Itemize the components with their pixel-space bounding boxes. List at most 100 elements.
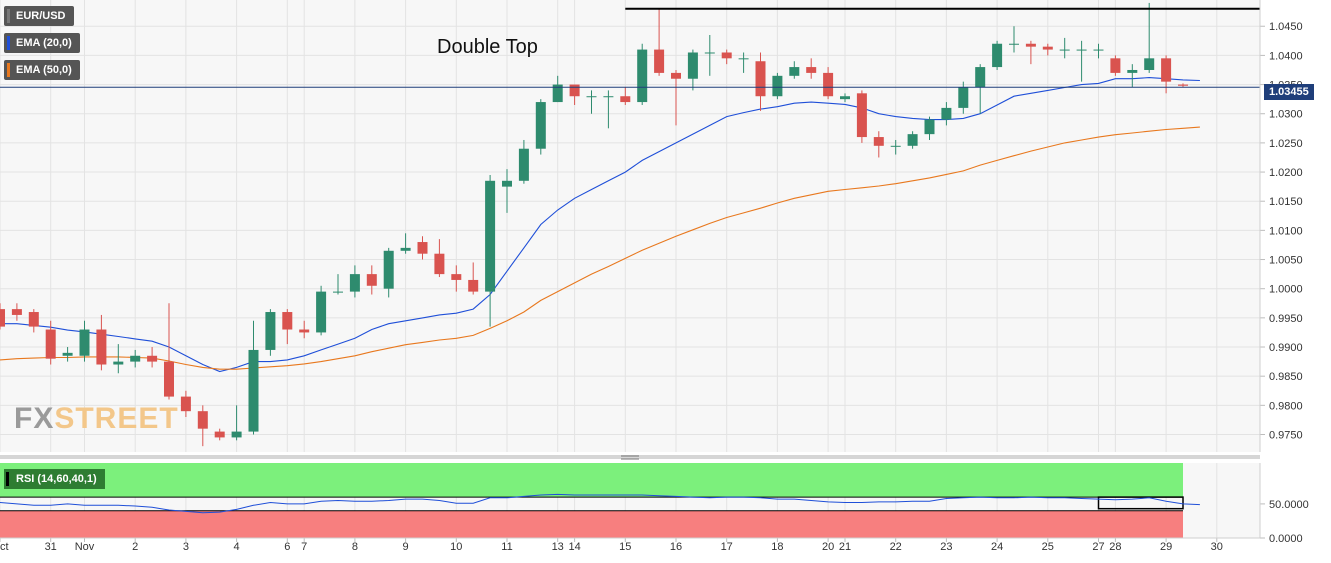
- watermark-fx: FX: [14, 402, 55, 435]
- price-tick-label: 0.9850: [1269, 371, 1303, 383]
- candle-body: [265, 312, 276, 350]
- rsi-line: [0, 493, 1200, 514]
- legend-ema50[interactable]: EMA (50,0): [4, 60, 80, 80]
- ema50-label: EMA (50,0): [16, 64, 72, 76]
- candle-body: [1025, 43, 1036, 47]
- rsi-legend-tag[interactable]: RSI (14,60,40,1): [4, 469, 105, 489]
- candle: [1076, 40, 1087, 82]
- candle: [687, 49, 698, 91]
- candle-body: [518, 148, 529, 181]
- candle-body: [1161, 58, 1172, 82]
- candle: [197, 405, 208, 447]
- time-tick-label: 21: [839, 541, 851, 553]
- candle: [907, 131, 918, 149]
- candle-body: [1110, 58, 1121, 73]
- candle-body: [569, 84, 580, 97]
- candle-body: [873, 137, 884, 146]
- candle: [485, 174, 496, 327]
- candle-body: [907, 134, 918, 146]
- instrument-label: EUR/USD: [16, 10, 66, 22]
- time-tick-label: 14: [568, 541, 580, 553]
- candle-body: [417, 242, 428, 254]
- ema50-line: [0, 126, 1200, 370]
- candle: [535, 99, 546, 155]
- candle: [96, 314, 107, 371]
- candle-body: [772, 75, 783, 97]
- candle-body: [1127, 69, 1138, 73]
- candle: [451, 265, 462, 292]
- candle-body: [248, 349, 259, 432]
- candle: [299, 320, 310, 339]
- candle-body: [349, 274, 360, 292]
- candle-body: [62, 352, 73, 356]
- double-top-annotation: Double Top: [437, 36, 538, 58]
- candle-body: [316, 291, 327, 333]
- candle: [671, 69, 681, 126]
- candle: [383, 247, 394, 298]
- price-tick-label: 1.0400: [1269, 50, 1303, 62]
- candle-body: [704, 52, 715, 54]
- rsi-layer: [0, 463, 1200, 538]
- time-tick-label: 18: [771, 541, 783, 553]
- legend-ema20[interactable]: EMA (20,0): [4, 33, 80, 53]
- candle-body: [654, 49, 665, 73]
- time-tick-label: 17: [721, 541, 733, 553]
- candle-body: [113, 361, 124, 365]
- ema50-swatch: [7, 63, 10, 77]
- time-tick-label: 28: [1109, 541, 1121, 553]
- candle: [349, 265, 360, 298]
- candle-body: [333, 291, 343, 293]
- time-tick-label: 11: [501, 541, 512, 553]
- candle-body: [451, 274, 462, 280]
- candle: [1093, 43, 1104, 59]
- fxstreet-watermark: FXSTREET: [14, 402, 179, 436]
- time-tick-label: 4: [234, 541, 240, 553]
- candle-body: [586, 96, 597, 98]
- rsi-oversold-zone: [0, 510, 1183, 538]
- time-tick-label: 20: [822, 541, 834, 553]
- instrument-tag[interactable]: EUR/USD: [4, 6, 74, 26]
- candle: [620, 87, 631, 105]
- candle: [79, 320, 90, 362]
- candle: [265, 309, 276, 356]
- level-layer: [0, 7, 1260, 88]
- candle: [806, 58, 817, 79]
- time-tick-label: 7: [301, 541, 307, 553]
- price-tick-label: 1.0200: [1269, 167, 1303, 179]
- price-tick-label: 1.0050: [1269, 255, 1303, 267]
- candle: [1144, 2, 1155, 73]
- candle-body: [147, 355, 158, 362]
- main-pane-background: [0, 0, 1260, 452]
- candle-body: [11, 309, 22, 315]
- price-tick-label: 0.9800: [1269, 400, 1303, 412]
- candle-body: [1076, 49, 1087, 51]
- candle-body: [806, 67, 817, 73]
- candle-body: [231, 431, 242, 438]
- price-tick-label: 1.0250: [1269, 138, 1303, 150]
- time-tick-label: 3: [183, 541, 189, 553]
- candle-body: [637, 49, 648, 103]
- candle: [502, 169, 512, 213]
- pane-resize-handle[interactable]: [621, 455, 639, 460]
- candle: [552, 75, 563, 103]
- candle: [1042, 43, 1053, 56]
- candle-body: [502, 180, 512, 187]
- candle-body: [214, 431, 225, 438]
- candle: [603, 90, 614, 129]
- candle: [333, 274, 343, 295]
- candle: [637, 43, 648, 105]
- candle-body: [992, 43, 1003, 68]
- grid-layer: [0, 0, 1260, 538]
- time-tick-label: 16: [670, 541, 682, 553]
- candle: [28, 309, 39, 333]
- candle-body: [366, 274, 377, 286]
- candle-body: [1144, 58, 1155, 70]
- candle: [518, 139, 529, 184]
- ema-layer: [0, 77, 1200, 373]
- candle-body: [535, 102, 546, 149]
- candle-body: [400, 247, 411, 251]
- ema20-label: EMA (20,0): [16, 37, 72, 49]
- time-tick-label: 27: [1092, 541, 1104, 553]
- time-tick-label: 31: [45, 541, 57, 553]
- candle: [992, 40, 1003, 70]
